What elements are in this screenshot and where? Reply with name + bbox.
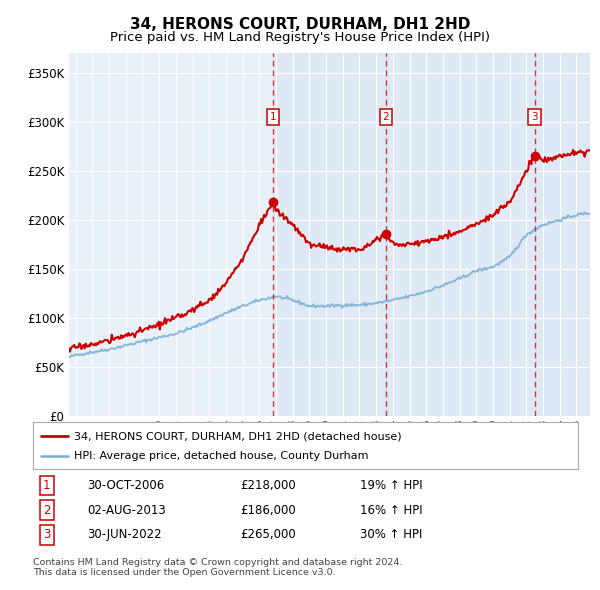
Text: 34, HERONS COURT, DURHAM, DH1 2HD: 34, HERONS COURT, DURHAM, DH1 2HD [130,17,470,31]
Text: 1: 1 [43,479,50,492]
Text: 16% ↑ HPI: 16% ↑ HPI [360,504,422,517]
Text: 30-JUN-2022: 30-JUN-2022 [88,529,162,542]
Text: Contains HM Land Registry data © Crown copyright and database right 2024.
This d: Contains HM Land Registry data © Crown c… [33,558,403,577]
Text: 3: 3 [43,529,50,542]
Text: HPI: Average price, detached house, County Durham: HPI: Average price, detached house, Coun… [74,451,368,461]
Bar [535,53,590,416]
Text: 19% ↑ HPI: 19% ↑ HPI [360,479,422,492]
Text: 2: 2 [383,112,389,122]
Text: £186,000: £186,000 [240,504,296,517]
Text: £218,000: £218,000 [240,479,296,492]
Text: 1: 1 [270,112,277,122]
Text: 2: 2 [43,504,50,517]
Bar [386,53,535,416]
Bar [273,53,386,416]
Text: Price paid vs. HM Land Registry's House Price Index (HPI): Price paid vs. HM Land Registry's House … [110,31,490,44]
Text: 34, HERONS COURT, DURHAM, DH1 2HD (detached house): 34, HERONS COURT, DURHAM, DH1 2HD (detac… [74,431,401,441]
Text: 02-AUG-2013: 02-AUG-2013 [88,504,166,517]
Text: £265,000: £265,000 [240,529,296,542]
Text: 30% ↑ HPI: 30% ↑ HPI [360,529,422,542]
Text: 3: 3 [532,112,538,122]
Text: 30-OCT-2006: 30-OCT-2006 [88,479,165,492]
